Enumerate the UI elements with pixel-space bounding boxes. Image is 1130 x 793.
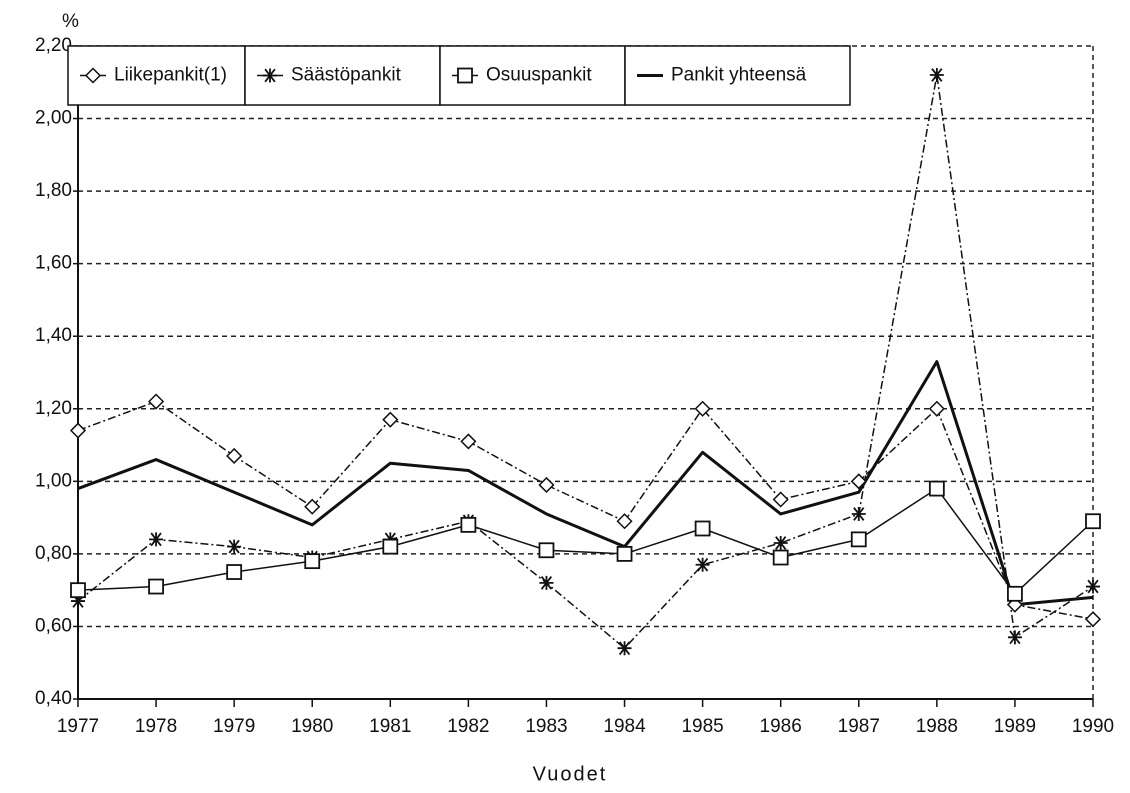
- marker: [851, 506, 866, 521]
- marker: [695, 557, 710, 572]
- x-axis-label: Vuodet: [533, 763, 608, 785]
- legend-label: Pankit yhteensä: [671, 65, 807, 86]
- legend-label: Osuuspankit: [486, 65, 592, 86]
- marker: [1007, 630, 1022, 645]
- marker: [460, 516, 477, 533]
- marker: [617, 641, 632, 656]
- marker: [539, 575, 554, 590]
- x-tick-label: 1985: [681, 716, 723, 737]
- marker: [928, 480, 945, 497]
- marker: [382, 411, 399, 428]
- marker: [1085, 513, 1101, 530]
- legend-item: Osuuspankit: [439, 45, 626, 106]
- marker: [226, 447, 243, 464]
- series-line: [77, 74, 1094, 649]
- marker: [84, 67, 102, 84]
- marker: [69, 422, 87, 439]
- y-tick-label: 1,40: [35, 325, 72, 346]
- marker: [457, 67, 473, 84]
- marker: [694, 520, 711, 537]
- marker: [772, 549, 789, 566]
- y-tick-label: 0,40: [35, 688, 72, 709]
- marker: [227, 539, 242, 554]
- marker: [538, 542, 555, 559]
- marker: [263, 68, 277, 83]
- x-tick-label: 1984: [603, 716, 646, 737]
- y-tick-label: 1,80: [35, 180, 72, 201]
- series-line: [77, 360, 1094, 607]
- y-tick-label: 1,00: [35, 470, 72, 491]
- series-line: [77, 487, 1094, 595]
- marker: [70, 582, 86, 599]
- marker: [694, 400, 711, 417]
- y-axis-label: %: [62, 11, 79, 32]
- legend-item: Säästöpankit: [244, 45, 441, 106]
- x-tick-label: 1990: [1072, 716, 1114, 737]
- marker: [929, 68, 944, 83]
- series-line: [77, 400, 1094, 620]
- legend-item: Pankit yhteensä: [624, 45, 851, 106]
- marker: [616, 545, 633, 562]
- marker: [71, 594, 85, 609]
- y-tick-label: 1,60: [35, 253, 72, 274]
- marker: [1007, 585, 1023, 602]
- x-tick-label: 1986: [760, 716, 802, 737]
- marker: [304, 553, 321, 570]
- marker: [148, 578, 164, 595]
- x-tick-label: 1983: [525, 716, 567, 737]
- marker: [148, 393, 165, 410]
- marker: [850, 531, 867, 548]
- x-tick-label: 1979: [213, 716, 255, 737]
- marker: [1086, 579, 1100, 594]
- x-tick-label: 1981: [369, 716, 411, 737]
- x-tick-label: 1989: [994, 716, 1036, 737]
- marker: [304, 498, 321, 515]
- marker: [616, 513, 633, 530]
- legend-label: Liikepankit(1): [114, 65, 227, 86]
- y-tick-label: 2,20: [35, 35, 72, 56]
- marker: [382, 538, 399, 555]
- marker: [149, 532, 164, 547]
- x-tick-label: 1987: [838, 716, 880, 737]
- y-tick-label: 1,20: [35, 398, 72, 419]
- x-tick-label: 1977: [57, 716, 99, 737]
- marker: [772, 491, 789, 508]
- x-tick-label: 1982: [447, 716, 489, 737]
- y-tick-label: 2,00: [35, 108, 72, 129]
- marker: [773, 536, 788, 551]
- marker: [460, 433, 477, 450]
- y-tick-label: 0,60: [35, 615, 72, 636]
- marker: [1084, 611, 1102, 628]
- x-tick-label: 1980: [291, 716, 333, 737]
- y-tick-label: 0,80: [35, 543, 72, 564]
- marker: [226, 564, 243, 580]
- legend-label: Säästöpankit: [291, 65, 402, 86]
- x-tick-label: 1988: [916, 716, 958, 737]
- legend-item: Liikepankit(1): [67, 45, 246, 106]
- x-tick-label: 1978: [135, 716, 177, 737]
- marker: [538, 476, 555, 494]
- marker: [928, 400, 945, 417]
- marker: [850, 473, 867, 490]
